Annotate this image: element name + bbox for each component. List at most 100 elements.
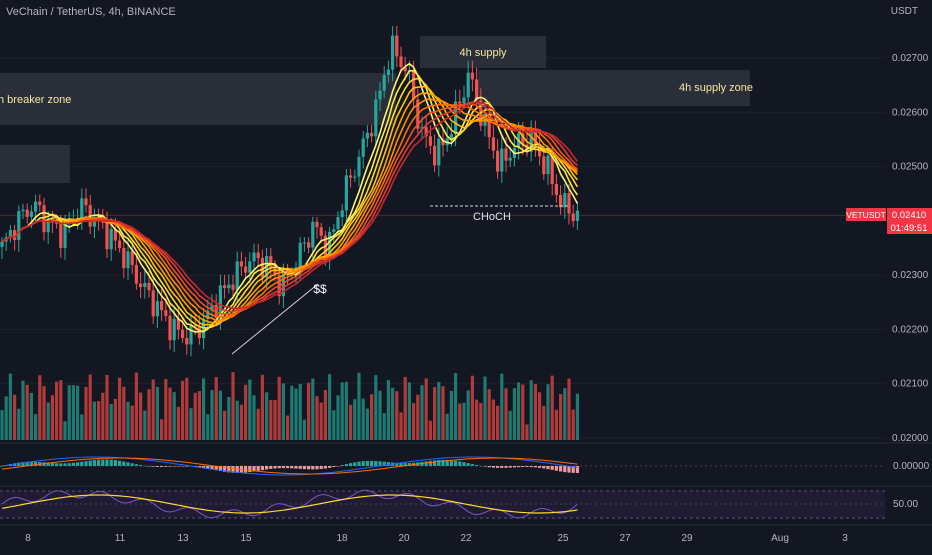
volume-bar: [529, 380, 533, 440]
macd-histogram-bar: [307, 466, 311, 470]
volume-bar: [286, 415, 290, 440]
x-tick-label: 13: [177, 533, 189, 544]
macd-histogram-bar: [277, 466, 281, 469]
macd-histogram-bar: [231, 466, 235, 473]
macd-histogram-bar: [227, 466, 231, 473]
volume-bar: [412, 403, 416, 440]
macd-histogram-bar: [496, 466, 500, 468]
macd-histogram-bar: [353, 462, 357, 466]
candle-body: [155, 301, 159, 317]
candle-body: [441, 138, 445, 146]
candle-body: [181, 329, 185, 339]
candle-body: [370, 132, 374, 137]
macd-histogram-bar: [344, 464, 348, 466]
candle-body: [504, 148, 508, 161]
candle-body: [29, 211, 33, 217]
candle-body: [25, 209, 29, 217]
volume-bar: [260, 374, 264, 440]
candle-body: [59, 223, 63, 248]
candle-body: [38, 201, 42, 206]
ma-ribbon-line: [1, 102, 578, 315]
volume-bar: [118, 377, 122, 440]
candle-body: [357, 156, 361, 177]
volume-bar: [105, 374, 109, 440]
candle-body: [508, 157, 512, 161]
macd-histogram-bar: [361, 461, 365, 466]
candle-body: [382, 74, 386, 91]
volume-bar: [210, 390, 214, 440]
volume-bar: [512, 388, 516, 440]
macd-histogram-bar: [575, 466, 579, 473]
macd-histogram-bar: [538, 466, 542, 468]
breaker-zone: [0, 73, 396, 125]
candle-body: [84, 198, 88, 206]
macd-histogram-bar: [466, 463, 470, 466]
volume-bar: [134, 372, 138, 440]
candle-body: [365, 132, 369, 139]
candle-body: [214, 304, 218, 319]
candle-body: [525, 144, 529, 152]
volume-bar: [571, 409, 575, 440]
volume-bar: [189, 408, 193, 440]
volume-bar: [172, 392, 176, 440]
macd-histogram-bar: [172, 466, 176, 467]
volume-bar: [496, 405, 500, 440]
volume-bar: [277, 376, 281, 440]
macd-histogram-bar: [445, 459, 449, 466]
volume-bar: [185, 377, 189, 440]
breaker-zone-small: [0, 145, 70, 183]
macd-histogram-bar: [479, 465, 483, 467]
trendline: [231, 283, 319, 355]
rsi-ma-line: [1, 494, 578, 514]
candle-body: [160, 301, 164, 311]
volume-bar: [483, 376, 487, 440]
candle-body: [0, 241, 4, 247]
volume-bar: [315, 396, 319, 440]
breaker-zone-label: h breaker zone: [0, 94, 71, 106]
macd-histogram-bar: [403, 463, 407, 466]
macd-histogram-bar: [340, 465, 344, 466]
y-tick-label: 0.02300: [892, 270, 929, 281]
candle-body: [168, 315, 172, 341]
volume-bar: [63, 421, 67, 440]
candle-body: [13, 230, 17, 240]
volume-bar: [378, 390, 382, 440]
candle-body: [130, 251, 134, 265]
candle-body: [437, 138, 441, 166]
y-tick-label: 0.02200: [892, 324, 929, 335]
volume-bar: [437, 382, 441, 440]
macd-histogram-bar: [176, 466, 180, 467]
candle-body: [164, 310, 168, 316]
volume-bar: [80, 414, 84, 440]
macd-histogram-bar: [151, 466, 155, 467]
x-tick-label: 22: [460, 533, 472, 544]
candle-body: [42, 205, 46, 233]
volume-bar: [147, 389, 151, 440]
macd-histogram-bar: [197, 466, 201, 468]
x-tick-label: 25: [557, 533, 569, 544]
candle-body: [332, 229, 336, 232]
candle-body: [500, 148, 504, 172]
volume-bar: [97, 401, 101, 440]
macd-histogram-bar: [470, 464, 474, 466]
macd-histogram-bar: [437, 460, 441, 466]
macd-histogram-bar: [559, 466, 563, 472]
volume-bar: [176, 406, 180, 440]
candle-body: [554, 183, 558, 195]
volume-bar: [101, 392, 105, 440]
macd-histogram-bar: [521, 466, 525, 468]
candle-body: [420, 127, 424, 129]
symbol-tag: [846, 208, 886, 221]
rsi-band: [0, 491, 885, 518]
macd-histogram-bar: [63, 463, 67, 466]
volume-bar: [353, 399, 357, 440]
candle-body: [218, 285, 222, 319]
macd-histogram-bar: [286, 466, 290, 469]
candle-body: [92, 219, 96, 227]
macd-histogram-bar: [147, 466, 151, 467]
candle-body: [533, 131, 537, 145]
candle-body: [361, 138, 365, 157]
volume-bar: [109, 404, 113, 440]
